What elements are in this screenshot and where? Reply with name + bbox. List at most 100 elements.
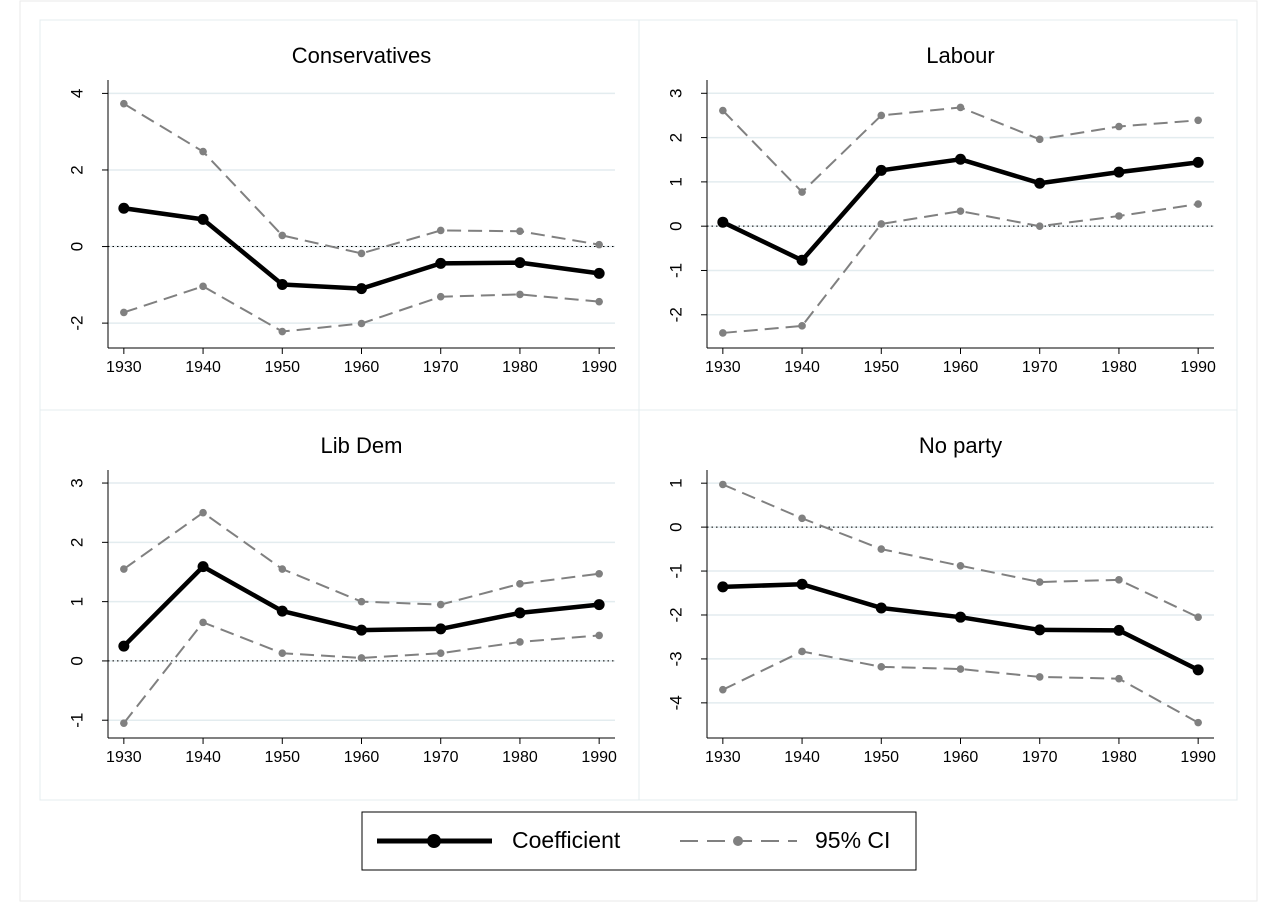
data-point xyxy=(719,329,727,337)
data-point xyxy=(120,565,128,573)
data-point xyxy=(357,249,366,258)
data-point xyxy=(877,663,886,671)
data-point xyxy=(1194,613,1202,621)
x-tick-label: 1960 xyxy=(943,359,979,376)
data-point xyxy=(436,292,445,301)
data-point xyxy=(356,624,367,636)
x-tick-label: 1990 xyxy=(1180,749,1216,766)
data-point xyxy=(1035,578,1044,586)
data-point xyxy=(276,278,288,290)
legend-label: 95% CI xyxy=(815,827,890,853)
data-point xyxy=(357,597,366,606)
data-point xyxy=(717,216,729,228)
x-tick-label: 1930 xyxy=(705,359,741,376)
x-tick-label: 1970 xyxy=(423,359,459,376)
x-tick-label: 1970 xyxy=(423,749,459,766)
x-tick-label: 1990 xyxy=(581,359,617,376)
data-point xyxy=(1115,212,1123,220)
panel-title: No party xyxy=(919,433,1002,458)
y-tick-label: 4 xyxy=(67,89,86,98)
data-point xyxy=(1115,674,1123,683)
y-tick-label: -2 xyxy=(67,316,86,331)
y-tick-label: 0 xyxy=(666,522,685,531)
x-tick-label: 1930 xyxy=(705,749,741,766)
data-point xyxy=(1113,624,1125,636)
data-point xyxy=(798,322,806,330)
x-tick-label: 1960 xyxy=(344,749,380,766)
y-tick-label: 0 xyxy=(666,221,685,230)
data-point xyxy=(514,607,526,619)
x-tick-label: 1970 xyxy=(1022,359,1058,376)
data-point xyxy=(199,147,207,156)
data-point xyxy=(436,649,445,658)
data-point xyxy=(877,220,886,228)
data-point xyxy=(798,647,806,656)
data-point xyxy=(1035,673,1044,681)
data-point xyxy=(1034,177,1046,189)
data-point xyxy=(875,602,887,614)
x-tick-label: 1960 xyxy=(344,359,380,376)
data-point xyxy=(199,282,207,291)
panel-title: Lib Dem xyxy=(321,433,403,458)
x-tick-label: 1950 xyxy=(863,359,899,376)
y-tick-label: 2 xyxy=(67,165,86,174)
data-point xyxy=(956,103,965,112)
data-point xyxy=(120,99,128,108)
x-tick-label: 1980 xyxy=(1101,359,1137,376)
data-point xyxy=(120,308,128,317)
data-point xyxy=(595,240,603,249)
data-point xyxy=(436,226,445,235)
y-tick-label: 3 xyxy=(666,89,685,98)
y-tick-label: -1 xyxy=(666,563,685,578)
data-point xyxy=(1192,664,1204,676)
x-tick-label: 1940 xyxy=(784,359,820,376)
data-point xyxy=(1192,156,1204,168)
data-point xyxy=(719,480,727,489)
y-tick-label: -3 xyxy=(666,651,685,666)
y-tick-label: 1 xyxy=(666,478,685,487)
data-point xyxy=(357,654,366,662)
data-point xyxy=(357,319,366,328)
data-point xyxy=(118,640,130,652)
y-tick-label: 3 xyxy=(67,478,86,487)
x-tick-label: 1990 xyxy=(581,749,617,766)
data-point xyxy=(278,327,287,336)
data-point xyxy=(356,283,367,295)
data-point xyxy=(1194,200,1202,208)
data-point xyxy=(118,202,130,214)
data-point xyxy=(516,290,524,299)
x-tick-label: 1940 xyxy=(185,749,221,766)
y-tick-label: -1 xyxy=(67,713,86,728)
data-point xyxy=(435,257,447,269)
y-tick-label: 2 xyxy=(666,133,685,142)
data-point xyxy=(1115,122,1123,131)
x-tick-label: 1980 xyxy=(502,749,538,766)
data-point xyxy=(278,231,287,240)
x-tick-label: 1950 xyxy=(264,359,300,376)
data-point xyxy=(796,578,808,590)
data-point xyxy=(595,631,603,640)
data-point xyxy=(1035,135,1044,144)
panel-title: Conservatives xyxy=(292,43,431,68)
data-point xyxy=(877,545,886,553)
y-tick-label: 2 xyxy=(67,538,86,547)
x-tick-label: 1980 xyxy=(502,359,538,376)
data-point xyxy=(593,599,605,611)
data-point xyxy=(516,638,524,646)
y-tick-label: -1 xyxy=(666,263,685,278)
data-point xyxy=(1113,166,1125,178)
data-point xyxy=(593,267,605,279)
data-point xyxy=(1194,718,1202,727)
data-point xyxy=(595,569,603,578)
panel-title: Labour xyxy=(926,43,995,68)
data-point xyxy=(516,580,524,588)
data-point xyxy=(436,600,445,609)
legend-marker xyxy=(733,836,743,846)
data-point xyxy=(595,297,603,306)
data-point xyxy=(955,153,966,165)
x-tick-label: 1950 xyxy=(863,749,899,766)
y-tick-label: 1 xyxy=(666,177,685,186)
x-tick-label: 1970 xyxy=(1022,749,1058,766)
